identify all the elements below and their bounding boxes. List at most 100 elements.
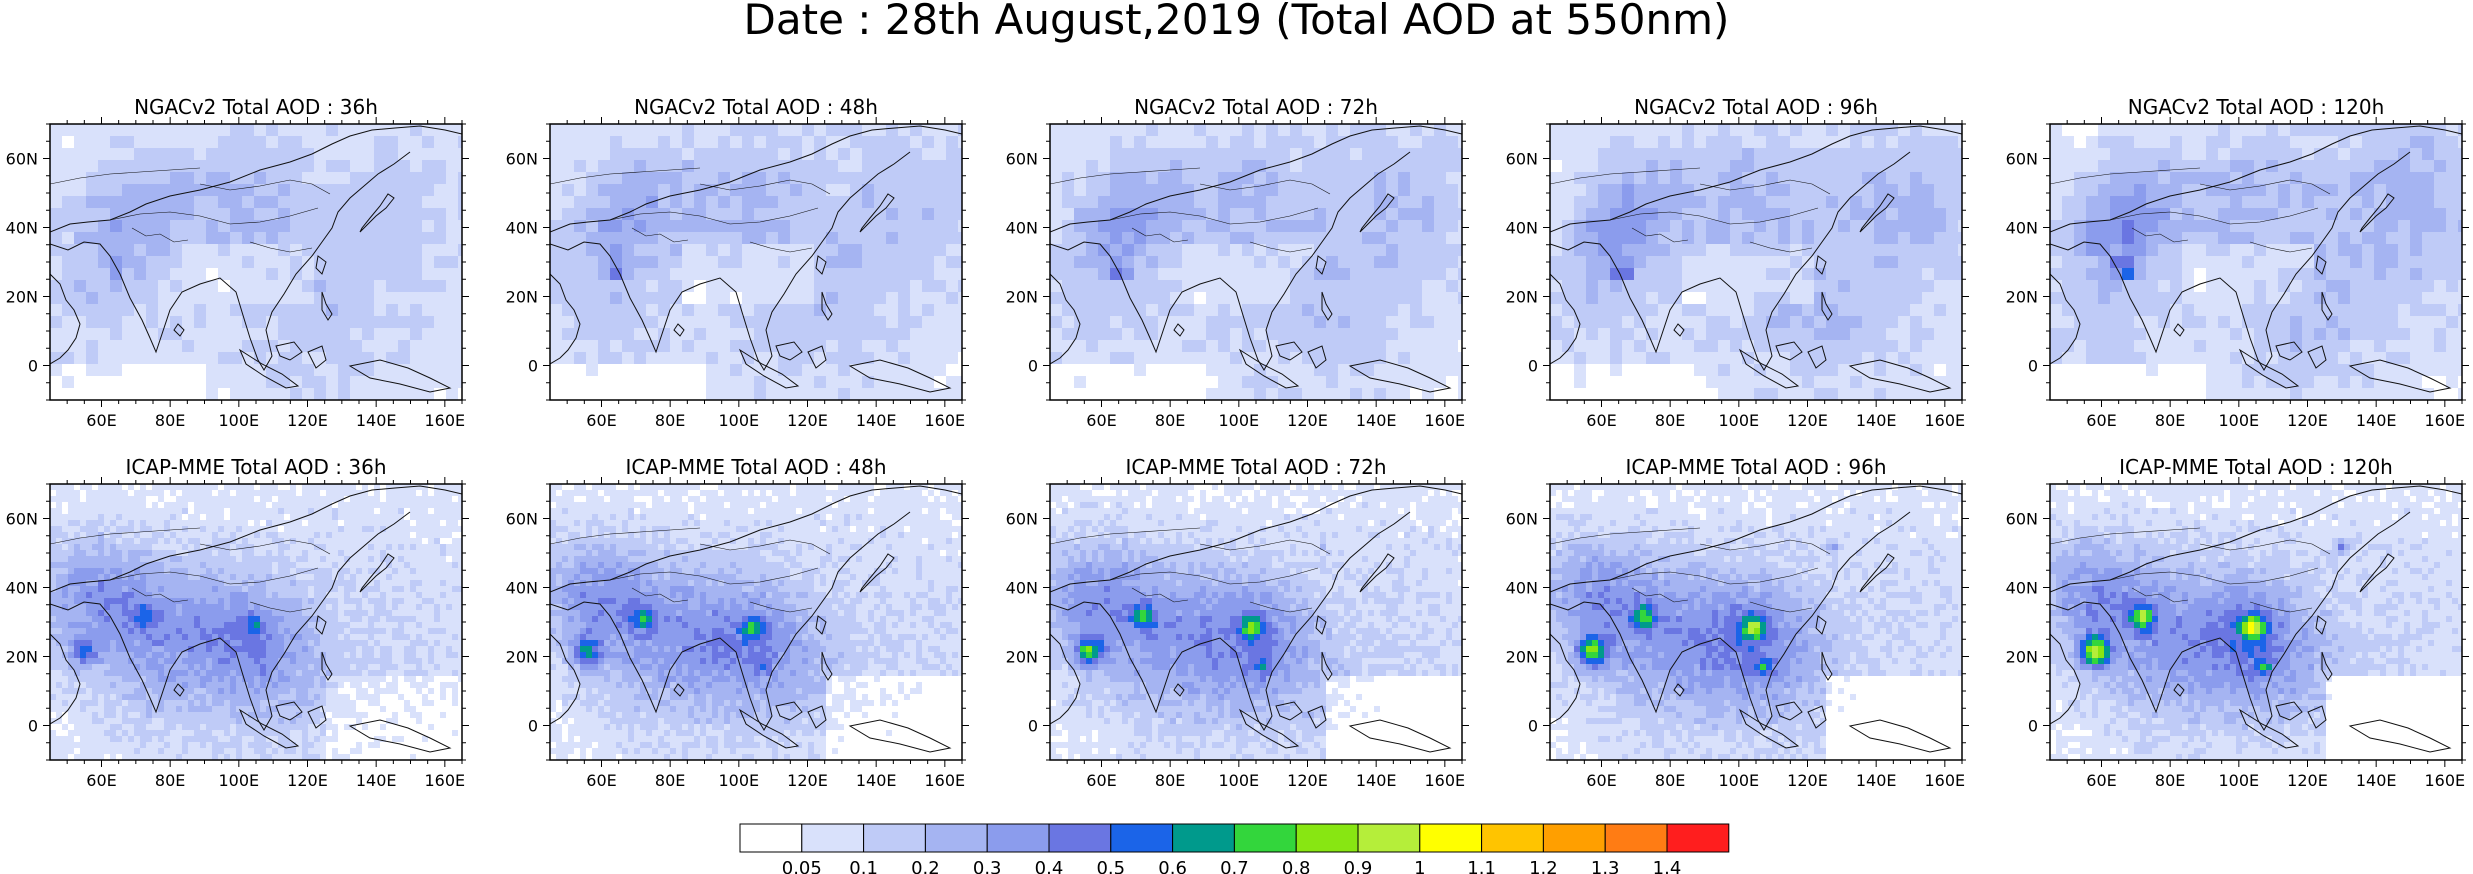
aod-cell — [2110, 244, 2123, 257]
aod-cell — [2338, 208, 2351, 221]
aod-cell — [1206, 256, 1219, 269]
aod-cell — [1398, 124, 1411, 137]
aod-cell — [2254, 292, 2267, 305]
aod-cell — [1350, 148, 1363, 161]
aod-cell — [278, 490, 285, 497]
aod-cell — [1874, 352, 1887, 365]
aod-cell — [1254, 328, 1267, 341]
aod-cell — [254, 316, 267, 329]
aod-cell — [410, 352, 423, 365]
aod-cell — [170, 364, 183, 377]
aod-cell — [2230, 208, 2243, 221]
aod-cell — [1098, 256, 1111, 269]
aod-cell — [278, 550, 285, 557]
aod-cell — [80, 532, 87, 539]
aod-cell — [1218, 244, 1231, 257]
aod-cell — [1338, 184, 1351, 197]
aod-cell — [1766, 196, 1779, 209]
aod-cell — [134, 514, 141, 521]
aod-cell — [212, 520, 219, 527]
aod-cell — [446, 232, 459, 245]
aod-cell — [1278, 220, 1291, 233]
aod-cell — [1074, 124, 1087, 137]
aod-cell — [296, 490, 303, 497]
aod-cell — [302, 124, 315, 137]
aod-cell — [1098, 292, 1111, 305]
aod-cell — [1598, 376, 1611, 389]
lon-tick-label: 80E — [155, 411, 185, 430]
aod-cell — [1754, 268, 1767, 281]
aod-cell — [86, 364, 99, 377]
aod-cell — [458, 538, 462, 545]
aod-cell — [934, 316, 947, 329]
aod-cell — [182, 148, 195, 161]
aod-cell — [2410, 196, 2423, 209]
aod-cell — [2266, 136, 2279, 149]
aod-cell — [1110, 136, 1123, 149]
aod-cell — [86, 280, 99, 293]
aod-cell — [1074, 184, 1087, 197]
lat-tick-label: 40N — [2006, 219, 2038, 238]
aod-cell — [1646, 328, 1659, 341]
panel-title: NGACv2 Total AOD : 48h — [634, 95, 878, 119]
aod-cell — [398, 532, 405, 539]
aod-cell — [194, 124, 207, 137]
aod-cell — [1074, 268, 1087, 281]
aod-cell — [2398, 244, 2411, 257]
aod-cell — [1898, 304, 1911, 317]
aod-cell — [362, 196, 375, 209]
aod-cell — [302, 208, 315, 221]
aod-cell — [242, 268, 255, 281]
aod-cell — [152, 496, 159, 503]
aod-cell — [128, 520, 135, 527]
aod-cell — [2254, 280, 2267, 293]
aod-cell — [86, 172, 99, 185]
aod-cell — [1374, 316, 1387, 329]
aod-cell — [362, 496, 369, 503]
aod-cell — [1574, 148, 1587, 161]
aod-cell — [374, 148, 387, 161]
aod-cell — [242, 232, 255, 245]
aod-cell — [218, 316, 231, 329]
aod-cell — [434, 208, 447, 221]
aod-cell — [2110, 196, 2123, 209]
aod-cell — [862, 148, 875, 161]
aod-cell — [1458, 232, 1462, 245]
aod-cell — [598, 220, 611, 233]
aod-cell — [302, 220, 315, 233]
aod-cell — [1290, 256, 1303, 269]
aod-cell — [2422, 268, 2435, 281]
aod-cell — [2098, 340, 2111, 353]
aod-cell — [790, 352, 803, 365]
aod-cell — [1170, 280, 1183, 293]
aod-cell — [158, 364, 171, 377]
aod-cell — [622, 352, 635, 365]
aod-cell — [1694, 196, 1707, 209]
aod-cell — [230, 514, 237, 521]
aod-cell — [98, 196, 111, 209]
aod-cell — [2170, 388, 2183, 400]
aod-cell — [1206, 172, 1219, 185]
aod-cell — [146, 184, 159, 197]
aod-cell — [2302, 256, 2315, 269]
aod-cell — [766, 388, 779, 400]
aod-cell — [458, 256, 462, 269]
aod-cell — [158, 292, 171, 305]
aod-cell — [182, 544, 189, 551]
aod-cell — [248, 520, 255, 527]
aod-cell — [2326, 280, 2339, 293]
aod-cell — [362, 232, 375, 245]
aod-cell — [1278, 196, 1291, 209]
aod-cell — [1182, 376, 1195, 389]
aod-cell — [1598, 388, 1611, 400]
aod-cell — [86, 148, 99, 161]
aod-cell — [2398, 304, 2411, 317]
lon-tick-label: 80E — [1655, 411, 1685, 430]
figure-title: Date : 28th August,2019 (Total AOD at 55… — [0, 0, 2473, 41]
aod-cell — [2218, 208, 2231, 221]
aod-cell — [2110, 136, 2123, 149]
aod-cell — [50, 208, 63, 221]
aod-cell — [434, 124, 447, 137]
aod-cell — [338, 208, 351, 221]
aod-cell — [158, 208, 171, 221]
